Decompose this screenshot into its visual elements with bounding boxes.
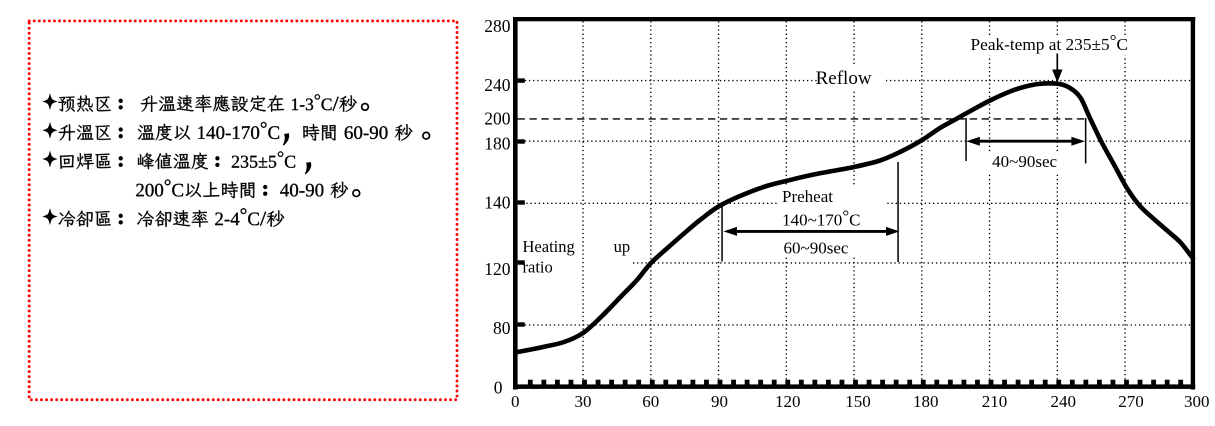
svg-text:90: 90 [711,392,728,411]
svg-text:Heating: Heating [523,237,575,256]
svg-text:270: 270 [1118,392,1144,411]
svg-text:Preheat: Preheat [782,187,833,206]
svg-text:0: 0 [494,378,503,398]
svg-text:200: 200 [484,108,511,128]
svg-text:180: 180 [913,392,939,411]
svg-text:60: 60 [642,392,659,411]
svg-text:Peak-temp at 235±5°C: Peak-temp at 235±5°C [971,31,1129,54]
svg-text:140~170°C: 140~170°C [782,206,860,229]
svg-text:140: 140 [484,192,511,212]
svg-text:Reflow: Reflow [816,68,872,89]
svg-text:300: 300 [1184,392,1210,411]
svg-text:120: 120 [775,392,801,411]
svg-text:150: 150 [845,392,871,411]
svg-text:80: 80 [493,318,511,338]
svg-text:40~90sec: 40~90sec [992,152,1057,171]
svg-text:280: 280 [484,16,511,36]
svg-text:30: 30 [575,392,592,411]
svg-text:120: 120 [484,259,511,279]
svg-text:0: 0 [511,392,520,411]
svg-text:240: 240 [1051,392,1077,411]
svg-text:180: 180 [484,134,511,154]
svg-text:60~90sec: 60~90sec [784,239,849,258]
svg-text:up: up [614,237,631,256]
svg-text:ratio: ratio [523,258,553,277]
svg-text:210: 210 [982,392,1008,411]
svg-text:240: 240 [484,75,511,95]
